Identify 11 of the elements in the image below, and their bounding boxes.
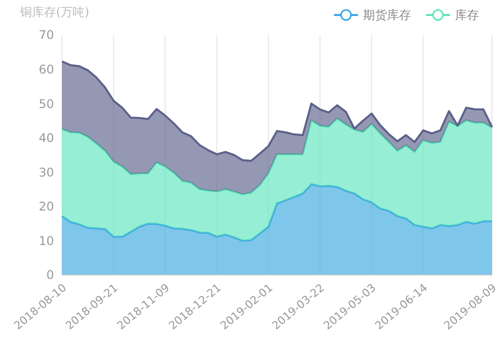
y-tick-label: 30: [38, 165, 54, 180]
y-axis-title: 铜库存(万吨): [19, 5, 90, 19]
y-tick-label: 20: [38, 200, 54, 214]
legend-label: 库存: [455, 8, 479, 22]
y-tick-label: 40: [38, 131, 54, 146]
y-tick-label: 60: [38, 62, 54, 76]
y-tick-label: 70: [38, 28, 54, 42]
legend-label: 期货库存: [363, 8, 411, 22]
y-tick-label: 50: [38, 96, 54, 111]
y-tick-label: 10: [38, 234, 54, 248]
y-tick-label: 0: [46, 268, 54, 282]
